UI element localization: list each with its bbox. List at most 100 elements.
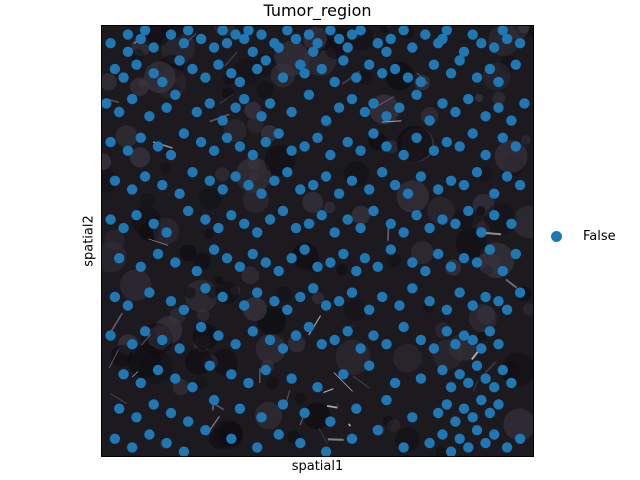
data-point [135,33,146,45]
data-point [325,257,336,268]
data-point [239,300,250,311]
tissue-blob [351,205,371,225]
tissue-fiber [387,226,390,241]
data-point [333,188,345,199]
data-point [131,210,142,221]
data-point [338,55,349,66]
tissue-blob [255,333,286,364]
data-point [174,55,185,66]
data-point [152,364,164,376]
data-point [454,141,465,152]
data-point [247,149,258,161]
data-point [333,296,345,307]
data-point [144,287,155,298]
data-point [377,167,388,178]
data-point [325,416,336,427]
data-point [428,59,440,70]
data-point [471,425,483,436]
data-point [157,76,168,88]
data-point [178,304,190,315]
tissue-blob [194,376,208,390]
data-point [299,141,310,152]
data-point [355,145,366,156]
data-point [333,102,345,113]
data-point [484,63,496,75]
data-point [312,382,323,393]
data-point [208,394,220,406]
data-point [191,106,202,118]
data-point [105,136,116,148]
data-point [398,442,409,453]
data-point [299,407,310,419]
tissue-blob [410,241,434,265]
tissue-blob [209,428,230,450]
data-point [338,369,349,380]
data-point [476,227,487,238]
tissue-blob [102,153,112,171]
data-point [217,291,228,303]
data-point [316,339,327,350]
data-point [260,55,271,66]
data-point [114,403,125,414]
data-point [195,33,207,45]
data-point [497,132,508,143]
data-point [148,42,159,53]
data-point [170,373,181,384]
data-point [514,433,526,444]
data-point [497,26,508,36]
tissue-blob [386,252,401,267]
data-point [312,261,323,272]
tissue-blob [522,303,533,316]
tissue-fiber [219,94,234,105]
tissue-fiber [505,278,518,289]
tissue-blob [475,206,486,216]
data-point [226,68,237,79]
data-point [316,210,327,221]
data-point [308,283,319,294]
data-point [489,188,500,199]
data-point [346,29,358,40]
data-point [407,412,418,423]
data-point [239,93,250,105]
data-point [359,106,371,118]
data-point [295,437,306,449]
data-point [364,184,375,195]
data-point [221,253,233,264]
data-point [187,63,198,75]
data-point [127,442,138,453]
data-point [437,364,448,376]
tissue-blob [287,335,306,353]
tissue-fiber [140,333,152,346]
tissue-blob [295,392,306,404]
data-point [372,38,383,49]
data-point [105,330,116,341]
data-point [433,407,444,419]
data-point [441,304,452,315]
data-point [131,59,142,70]
data-point [519,98,530,109]
tissue-blob [474,93,483,102]
data-point [204,98,215,109]
data-point [484,326,496,337]
data-point [286,145,297,156]
tissue-blob [476,306,495,324]
data-point [338,248,349,260]
data-point [178,128,190,139]
data-point [368,98,379,109]
data-point [368,128,379,139]
data-point [208,42,220,53]
data-point [501,304,513,315]
tissue-fiber [327,438,344,441]
tissue-blob [435,446,447,456]
data-point [114,106,125,118]
data-point [441,399,452,410]
tissue-blob [184,287,196,299]
data-point [208,244,220,255]
data-point [273,128,284,139]
tissue-fiber [326,405,338,409]
data-point [359,253,371,264]
tissue-fiber [323,388,334,394]
tissue-blob [521,135,531,145]
tissue-blob [215,280,239,304]
